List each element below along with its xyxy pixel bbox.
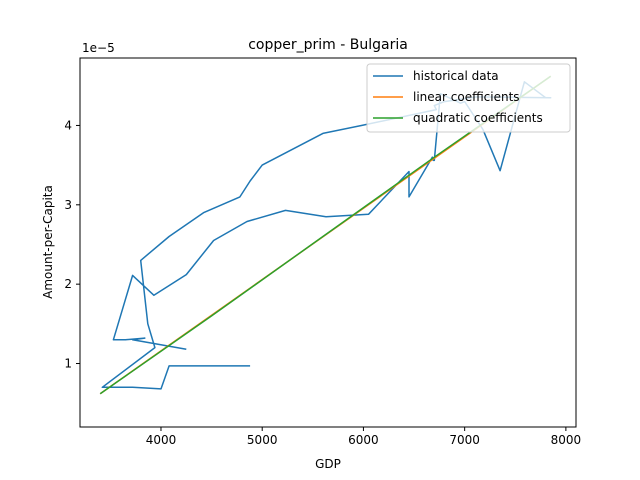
x-tick-label: 5000 — [247, 433, 278, 447]
x-tick-label: 4000 — [146, 433, 177, 447]
legend-label-0: historical data — [413, 69, 499, 83]
x-tick-label: 6000 — [348, 433, 379, 447]
legend-label-1: linear coefficients — [413, 90, 520, 104]
axes-frame — [79, 57, 577, 428]
x-axis-label: GDP — [315, 457, 341, 471]
x-tick-label: 8000 — [551, 433, 582, 447]
y-tick-label: 1 — [64, 357, 72, 371]
y-axis-label: Amount-per-Capita — [41, 185, 55, 299]
legend-label-2: quadratic coefficients — [413, 111, 543, 125]
legend-box — [366, 63, 571, 133]
y-tick-label: 4 — [64, 118, 72, 132]
y-tick-label: 2 — [64, 277, 72, 291]
y-axis: 1 2 3 4 — [64, 118, 80, 371]
legend: historical data linear coefficients quadra… — [366, 63, 571, 133]
x-tick-label: 7000 — [449, 433, 480, 447]
y-offset-text: 1e−5 — [82, 41, 115, 55]
x-axis: 4000 5000 6000 7000 8000 — [146, 427, 581, 447]
y-tick-label: 3 — [64, 198, 72, 212]
chart-title: copper_prim - Bulgaria — [248, 37, 408, 53]
